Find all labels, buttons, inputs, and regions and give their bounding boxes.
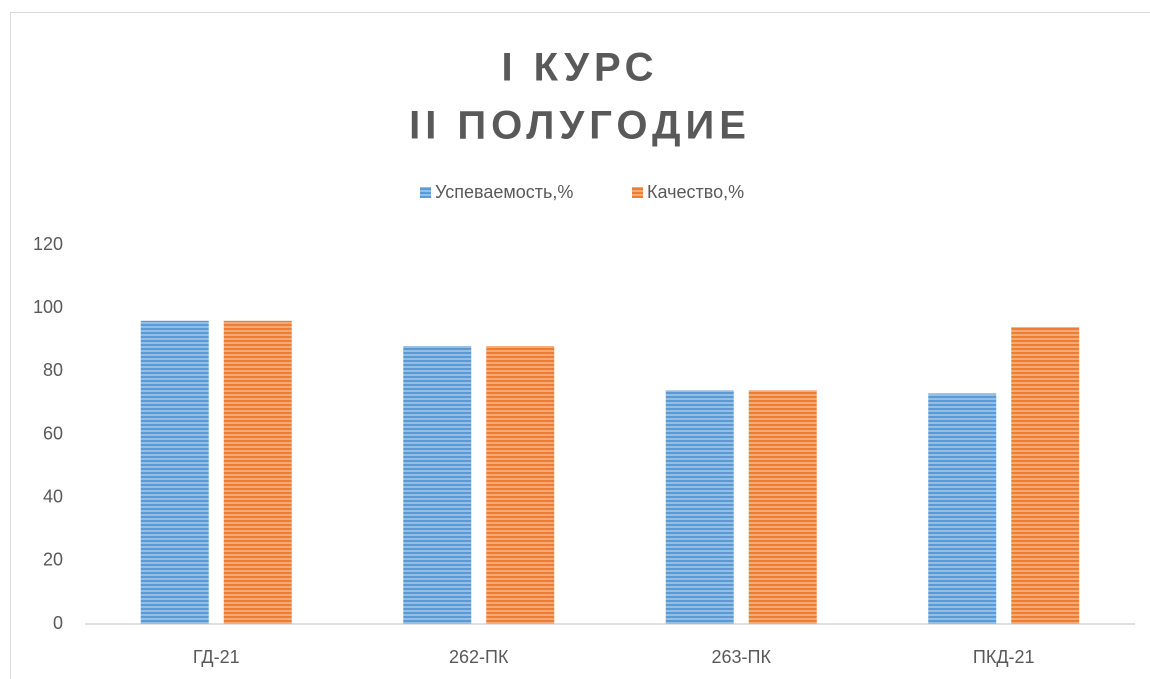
legend-swatch — [632, 187, 643, 198]
bar — [486, 346, 555, 624]
x-tick-label: 262-ПК — [449, 647, 509, 667]
y-tick-label: 120 — [33, 234, 63, 254]
bar — [748, 390, 817, 624]
y-tick-label: 100 — [33, 297, 63, 317]
y-tick-label: 60 — [43, 423, 63, 443]
bar — [1011, 327, 1080, 624]
y-tick-label: 80 — [43, 360, 63, 380]
legend-label: Успеваемость,% — [435, 182, 573, 202]
y-tick-label: 0 — [53, 613, 63, 633]
legend-label: Качество,% — [647, 182, 744, 202]
y-tick-label: 20 — [43, 550, 63, 570]
x-tick-label: 263-ПК — [712, 647, 772, 667]
bar — [928, 393, 997, 624]
x-tick-label: ПКД-21 — [973, 647, 1035, 667]
chart-title: II ПОЛУГОДИЕ — [409, 104, 751, 148]
legend-swatch — [420, 187, 431, 198]
x-tick-label: ГД-21 — [193, 647, 240, 667]
bar — [223, 320, 292, 624]
bar — [665, 390, 734, 624]
y-tick-label: 40 — [43, 486, 63, 506]
bar — [140, 320, 209, 624]
chart-title: I КУРС — [501, 46, 658, 90]
bar — [403, 346, 472, 624]
